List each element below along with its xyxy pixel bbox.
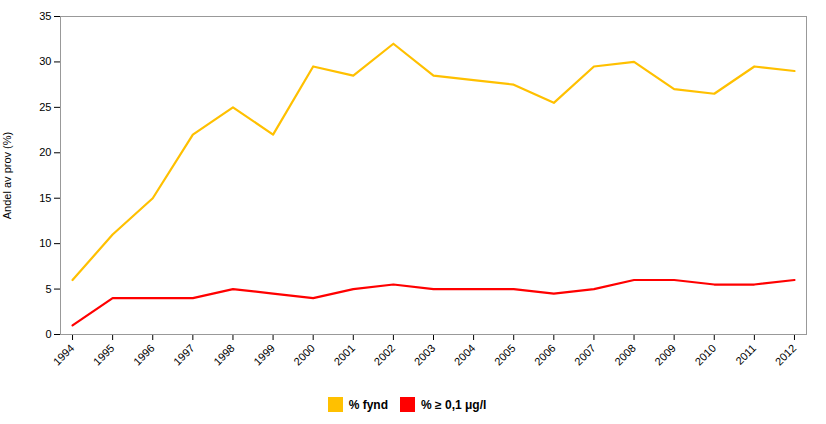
svg-text:2000: 2000 <box>291 342 317 368</box>
svg-text:1994: 1994 <box>51 342 77 368</box>
svg-text:5: 5 <box>45 283 51 295</box>
svg-text:1996: 1996 <box>131 342 157 368</box>
svg-text:0: 0 <box>45 328 51 340</box>
svg-text:35: 35 <box>39 10 51 22</box>
svg-text:15: 15 <box>39 192 51 204</box>
svg-text:2003: 2003 <box>412 342 438 368</box>
html-text:% fynd: % fynd <box>348 397 388 412</box>
svg-text:2008: 2008 <box>612 342 638 368</box>
svg-text:2007: 2007 <box>572 342 598 368</box>
svg-text:2010: 2010 <box>692 342 718 368</box>
svg-text:2009: 2009 <box>652 342 678 368</box>
svg-text:25: 25 <box>39 101 51 113</box>
svg-text:2012: 2012 <box>773 342 799 368</box>
svg-text:2006: 2006 <box>532 342 558 368</box>
svg-text:2002: 2002 <box>371 342 397 368</box>
svg-text:20: 20 <box>39 146 51 158</box>
svg-text:2001: 2001 <box>331 342 357 368</box>
svg-text:Andel av prov (%): Andel av prov (%) <box>1 132 13 219</box>
svg-text:10: 10 <box>39 237 51 249</box>
svg-text:1999: 1999 <box>251 342 277 368</box>
svg-text:2004: 2004 <box>452 342 478 368</box>
svg-text:2011: 2011 <box>733 342 758 367</box>
svg-text:2005: 2005 <box>492 342 518 368</box>
svg-text:30: 30 <box>39 55 51 67</box>
svg-text:1998: 1998 <box>211 342 237 368</box>
svg-text:1995: 1995 <box>91 342 117 368</box>
html-text:% ≥ 0,1 μg/l: % ≥ 0,1 μg/l <box>421 397 487 412</box>
svg-text:1997: 1997 <box>171 342 197 368</box>
